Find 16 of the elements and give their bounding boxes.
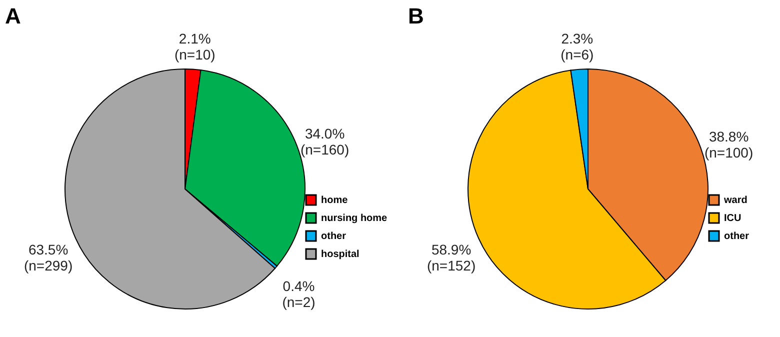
data-label: 0.4% (n=2) xyxy=(282,278,316,310)
chart-title: A xyxy=(5,3,21,28)
legend-label: other xyxy=(724,231,750,242)
legend-label: home xyxy=(321,195,348,206)
data-label: 34.0% (n=160) xyxy=(300,126,350,158)
data-label: 63.5% (n=299) xyxy=(24,242,73,274)
legend-label: ICU xyxy=(724,213,742,224)
chart-title: B xyxy=(408,3,424,28)
legend-label: ward xyxy=(723,195,748,206)
legend-label: nursing home xyxy=(321,213,388,224)
data-label: 38.8% (n=100) xyxy=(704,128,754,160)
data-label: 2.3% (n=6) xyxy=(560,30,594,62)
legend-label: hospital xyxy=(321,249,360,260)
data-label: 2.1% (n=10) xyxy=(174,30,216,62)
legend-label: other xyxy=(321,231,346,242)
data-label: 58.9% (n=152) xyxy=(426,242,476,274)
